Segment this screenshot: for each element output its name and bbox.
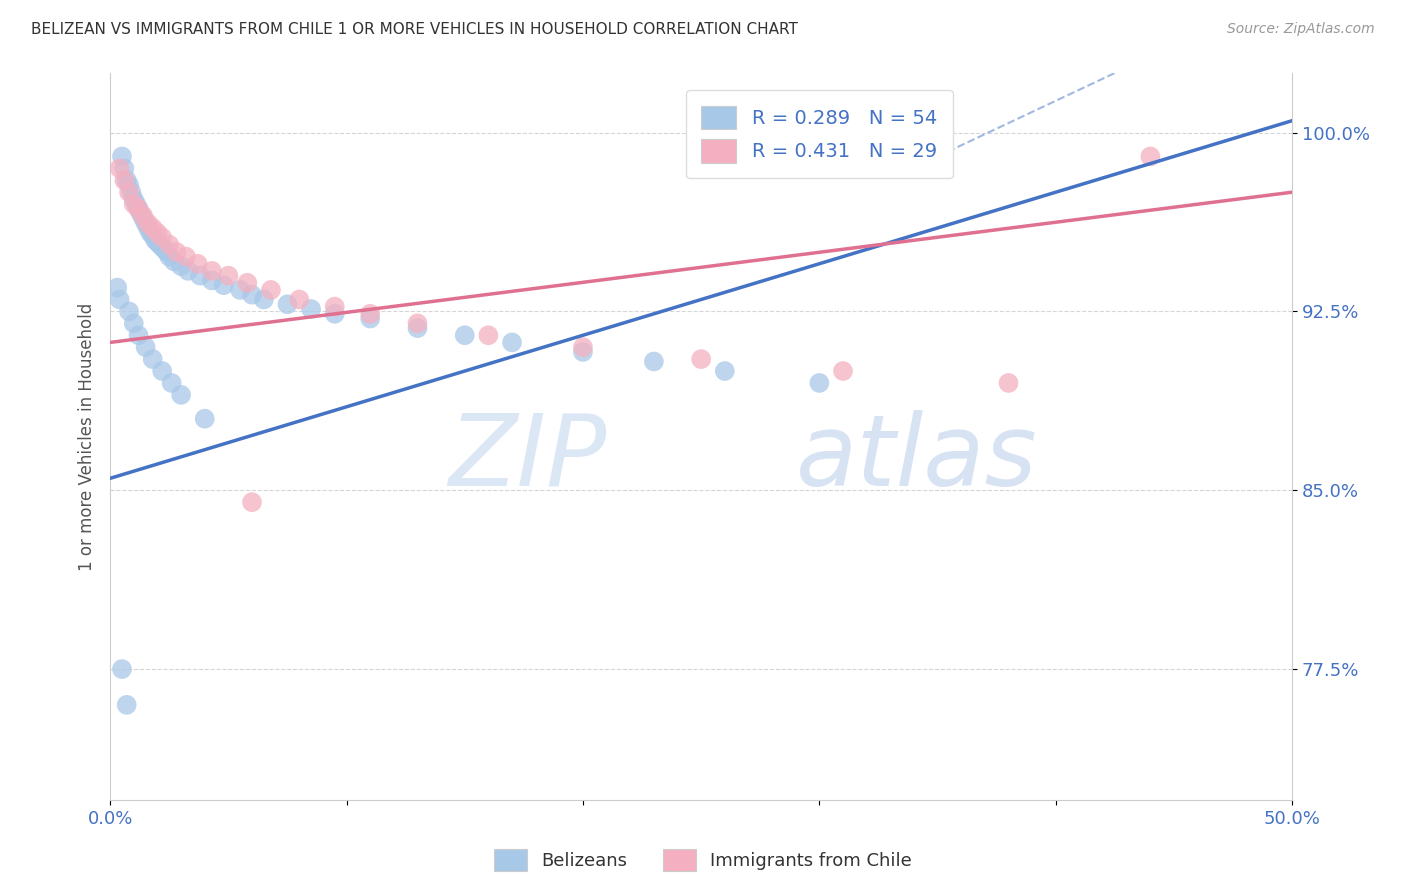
Text: Source: ZipAtlas.com: Source: ZipAtlas.com — [1227, 22, 1375, 37]
Point — [643, 354, 665, 368]
Point — [477, 328, 499, 343]
Y-axis label: 1 or more Vehicles in Household: 1 or more Vehicles in Household — [79, 302, 96, 571]
Point — [120, 185, 142, 199]
Point — [157, 237, 180, 252]
Point — [146, 235, 169, 250]
Point — [142, 221, 165, 235]
Point — [808, 376, 831, 390]
Point — [572, 345, 595, 359]
Point — [118, 304, 141, 318]
Point — [1139, 149, 1161, 163]
Point — [260, 283, 283, 297]
Point — [150, 364, 173, 378]
Point — [832, 364, 855, 378]
Point — [118, 178, 141, 192]
Point — [122, 192, 145, 206]
Point — [108, 293, 131, 307]
Point — [187, 257, 209, 271]
Point — [128, 202, 150, 216]
Point — [201, 264, 224, 278]
Point — [714, 364, 737, 378]
Point — [132, 211, 155, 226]
Point — [136, 216, 159, 230]
Point — [188, 268, 211, 283]
Point — [132, 209, 155, 223]
Point — [160, 376, 183, 390]
Point — [323, 307, 346, 321]
Point — [136, 221, 159, 235]
Point — [108, 161, 131, 176]
Point — [105, 280, 128, 294]
Point — [323, 300, 346, 314]
Text: BELIZEAN VS IMMIGRANTS FROM CHILE 1 OR MORE VEHICLES IN HOUSEHOLD CORRELATION CH: BELIZEAN VS IMMIGRANTS FROM CHILE 1 OR M… — [31, 22, 797, 37]
Point — [240, 287, 263, 301]
Point — [501, 335, 523, 350]
Point — [240, 495, 263, 509]
Point — [111, 149, 134, 163]
Point — [122, 316, 145, 330]
Point — [997, 376, 1019, 390]
Point — [139, 226, 162, 240]
Point — [112, 173, 135, 187]
Point — [128, 202, 150, 216]
Point — [143, 233, 166, 247]
Point — [572, 340, 595, 354]
Point — [288, 293, 311, 307]
Text: ZIP: ZIP — [449, 410, 606, 507]
Point — [177, 264, 200, 278]
Point — [212, 278, 235, 293]
Point — [163, 254, 186, 268]
Point — [149, 237, 172, 252]
Point — [156, 244, 179, 259]
Point — [142, 228, 165, 243]
Point — [146, 226, 169, 240]
Point — [236, 276, 259, 290]
Point — [128, 328, 150, 343]
Point — [115, 173, 138, 187]
Point — [150, 230, 173, 244]
Point — [229, 283, 252, 297]
Point — [135, 340, 157, 354]
Point — [276, 297, 298, 311]
Point — [129, 207, 152, 221]
Point — [112, 161, 135, 176]
Point — [115, 698, 138, 712]
Legend: Belizeans, Immigrants from Chile: Belizeans, Immigrants from Chile — [486, 842, 920, 879]
Point — [406, 321, 429, 335]
Point — [174, 250, 197, 264]
Point — [359, 307, 381, 321]
Point — [142, 352, 165, 367]
Point — [217, 268, 239, 283]
Text: atlas: atlas — [796, 410, 1038, 507]
Point — [118, 185, 141, 199]
Point — [170, 259, 193, 273]
Point — [165, 244, 187, 259]
Point — [170, 388, 193, 402]
Point — [299, 301, 322, 316]
Point — [201, 273, 224, 287]
Legend: R = 0.289   N = 54, R = 0.431   N = 29: R = 0.289 N = 54, R = 0.431 N = 29 — [686, 90, 953, 178]
Point — [157, 250, 180, 264]
Point — [153, 243, 176, 257]
Point — [406, 316, 429, 330]
Point — [135, 216, 157, 230]
Point — [111, 662, 134, 676]
Point — [122, 197, 145, 211]
Point — [194, 411, 217, 425]
Point — [253, 293, 276, 307]
Point — [690, 352, 713, 367]
Point — [454, 328, 477, 343]
Point — [150, 240, 173, 254]
Point — [125, 197, 148, 211]
Point — [359, 311, 381, 326]
